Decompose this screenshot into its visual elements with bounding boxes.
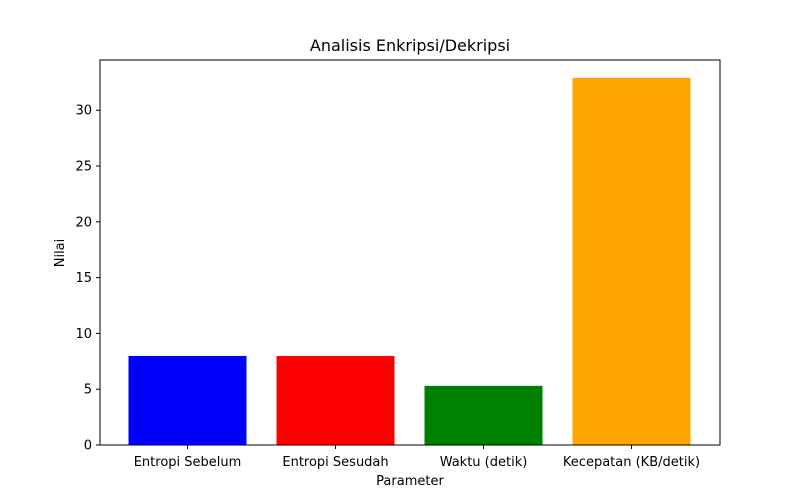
x-tick-label-3: Kecepatan (KB/detik) (563, 455, 700, 470)
x-tick-label-1: Entropi Sesudah (282, 455, 388, 470)
y-tick-label-3: 15 (75, 271, 92, 286)
bar-2 (424, 385, 543, 445)
y-tick-label-1: 5 (84, 383, 92, 398)
y-axis: 0 5 10 15 20 25 30 (75, 104, 100, 454)
bar-3 (572, 77, 691, 445)
bar-1 (276, 355, 395, 445)
plot-area (128, 77, 691, 445)
bar-0 (128, 355, 247, 445)
plot-frame (99, 59, 721, 446)
x-axis-label: Parameter (376, 474, 444, 489)
x-tick-label-2: Waktu (detik) (440, 455, 528, 470)
x-axis: Entropi Sebelum Entropi Sesudah Waktu (det… (134, 445, 700, 470)
y-axis-label: Nilai (53, 239, 68, 268)
x-tick-label-0: Entropi Sebelum (134, 455, 242, 470)
y-tick-label-6: 30 (75, 104, 92, 119)
chart-title: Analisis Enkripsi/Dekripsi (310, 36, 510, 55)
y-tick-label-5: 25 (75, 160, 92, 175)
y-tick-label-4: 20 (75, 215, 92, 230)
y-tick-label-0: 0 (84, 439, 92, 454)
y-tick-label-2: 10 (75, 327, 92, 342)
